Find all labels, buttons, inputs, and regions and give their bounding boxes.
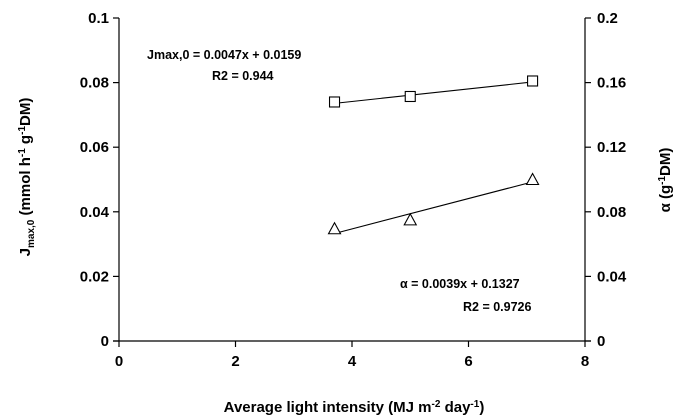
x-axis-ticks: 0 2 4 6 8 (115, 341, 589, 370)
x-tick-label: 2 (231, 353, 239, 370)
data-markers (327, 75, 540, 235)
x-axis-title: Average light intensity (MJ m-2 day-1) (224, 399, 485, 416)
left-axis-title: Jmax,0 (mmol h-1 g-1DM) (17, 98, 37, 257)
x-tick-label: 6 (464, 353, 472, 370)
jmax-marker (404, 90, 416, 103)
right-tick-label: 0.16 (597, 75, 626, 92)
right-axis-title: α (g-1DM) (657, 148, 674, 213)
alpha-equation-label: α = 0.0039x + 0.1327 (400, 277, 520, 291)
plot-frame (113, 18, 591, 342)
right-axis-ticks: 0 0.04 0.08 0.12 0.16 0.2 (585, 10, 627, 350)
jmax-trendline (334, 181, 533, 235)
left-axis-ticks: 0 0.02 0.04 0.06 0.08 0.1 (80, 10, 119, 350)
alpha-marker (403, 212, 418, 226)
alpha-r2-label: R2 = 0.9726 (463, 300, 532, 314)
jmax-equation-label: Jmax,0 = 0.0047x + 0.0159 (147, 48, 301, 62)
left-tick-label: 0.1 (88, 10, 109, 27)
trendlines (334, 81, 533, 235)
right-tick-label: 0 (597, 333, 605, 350)
jmax-marker (527, 75, 539, 87)
alpha-trendline (334, 81, 533, 104)
jmax-marker (328, 96, 341, 108)
left-tick-label: 0.06 (80, 139, 109, 156)
jmax-r2-label: R2 = 0.944 (212, 69, 274, 83)
x-tick-label: 4 (348, 353, 357, 370)
left-tick-label: 0.08 (80, 75, 109, 92)
x-tick-label: 8 (581, 353, 589, 370)
right-tick-label: 0.12 (597, 139, 626, 156)
left-tick-label: 0.04 (80, 204, 110, 221)
alpha-marker (327, 221, 342, 235)
alpha-marker (525, 172, 540, 186)
x-tick-label: 0 (115, 353, 123, 370)
right-tick-label: 0.04 (597, 268, 627, 285)
left-tick-label: 0.02 (80, 268, 109, 285)
right-tick-label: 0.08 (597, 204, 626, 221)
right-tick-label: 0.2 (597, 10, 618, 27)
left-tick-label: 0 (101, 333, 109, 350)
